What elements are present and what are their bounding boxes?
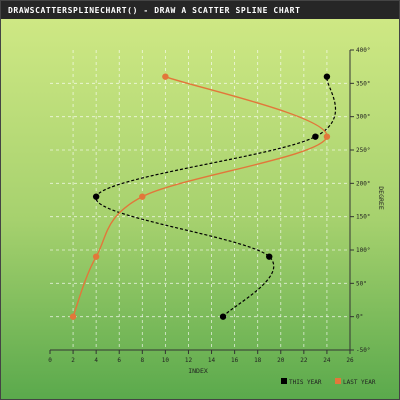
y-tick-label: -50° (356, 347, 370, 354)
y-tick-label: 50° (356, 280, 367, 287)
y-tick-label: 0° (356, 314, 363, 321)
y-tick-label: 100° (356, 247, 370, 254)
series-point-1 (323, 73, 331, 80)
x-tick-label: 16 (231, 357, 239, 364)
x-tick-label: 6 (117, 357, 121, 364)
series-point-2 (92, 253, 100, 260)
series-point-1 (312, 133, 319, 140)
x-tick-label: 12 (185, 357, 193, 364)
x-tick-label: 20 (277, 357, 285, 364)
series-point-1 (219, 313, 227, 320)
series-point-2 (139, 193, 146, 200)
x-tick-label: 0 (48, 357, 52, 364)
series-point-1 (92, 193, 100, 200)
series-point-2 (69, 313, 77, 320)
legend-label: THIS YEAR (289, 379, 322, 386)
axes: 0 2 4 6 8 10 12 14 16 18 20 22 24 26-50°0°50°100°150°… (48, 47, 370, 364)
legend-swatch (335, 378, 341, 384)
x-tick-label: 26 (346, 357, 354, 364)
x-tick-label: 2 (71, 357, 75, 364)
series-point-1 (266, 253, 273, 260)
x-tick-label: 4 (94, 357, 98, 364)
x-tick-label: 18 (254, 357, 262, 364)
legend-label: LAST YEAR (343, 379, 376, 386)
legend: THIS YEAR LAST YEAR (281, 378, 376, 386)
y-axis-title: DEGREE (377, 186, 385, 210)
series-point-2 (323, 133, 331, 140)
x-tick-label: 8 (140, 357, 144, 364)
x-tick-label: 10 (162, 357, 170, 364)
x-tick-label: 14 (208, 357, 216, 364)
y-tick-label: 400° (356, 47, 370, 54)
y-tick-label: 350° (356, 80, 370, 87)
series (69, 73, 337, 320)
y-tick-label: 300° (356, 114, 370, 121)
x-tick-label: 24 (323, 357, 331, 364)
x-tick-label: 22 (300, 357, 308, 364)
chart-title: DRAWSCATTERSPLINECHART() - DRAW A SCATTE… (8, 6, 301, 15)
legend-swatch (281, 378, 287, 384)
title-bar (1, 1, 399, 19)
x-axis-title: INDEX (188, 367, 208, 375)
series-line-2 (72, 76, 328, 317)
series-point-2 (162, 73, 169, 80)
y-tick-label: 250° (356, 147, 370, 154)
y-tick-label: 150° (356, 214, 370, 221)
y-tick-label: 200° (356, 180, 370, 187)
